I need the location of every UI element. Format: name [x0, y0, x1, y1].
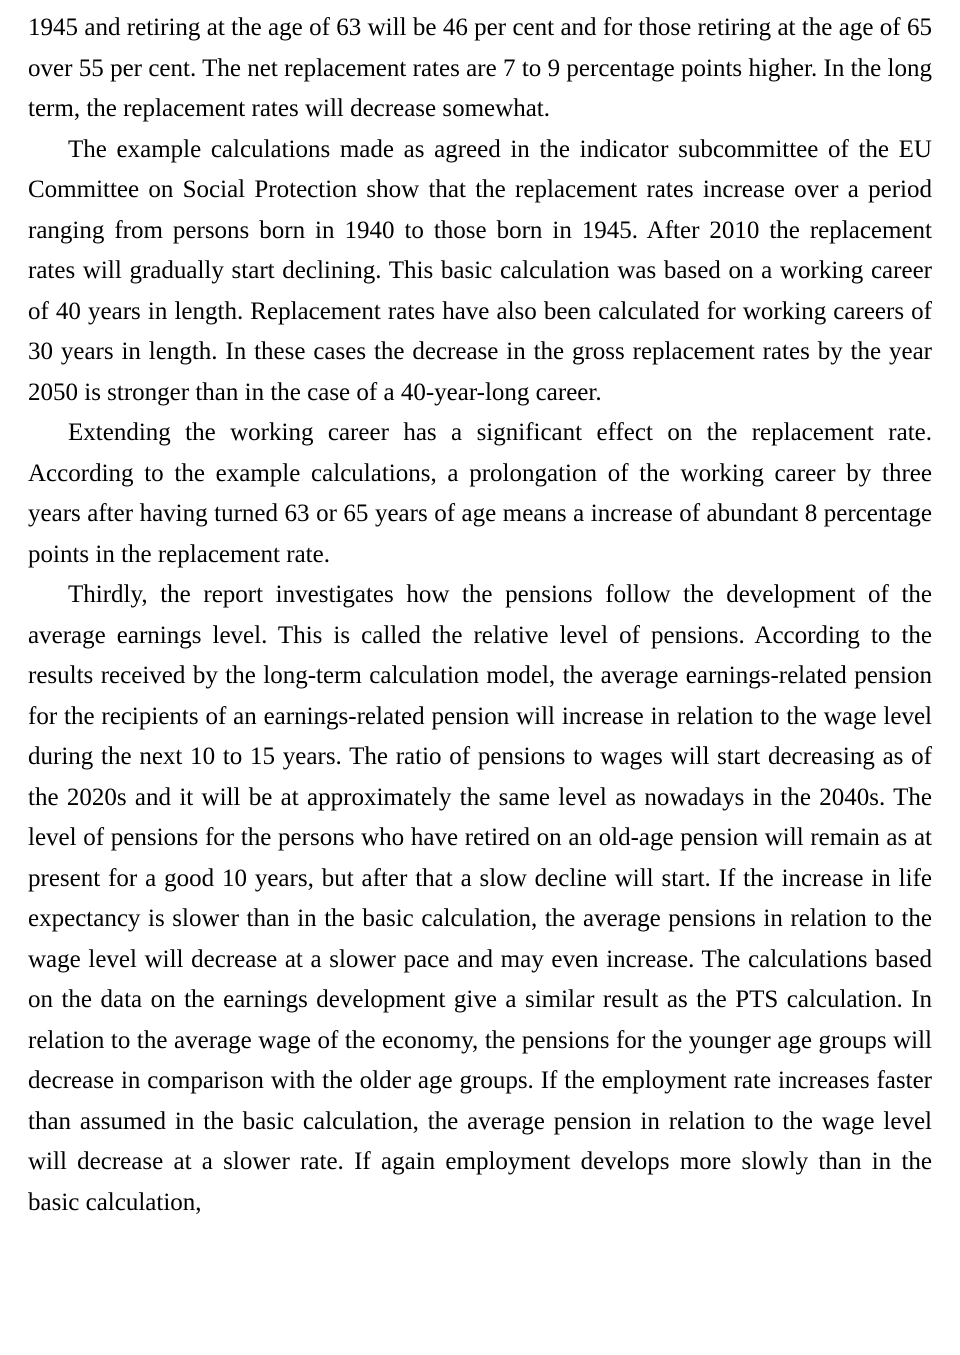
paragraph-1: 1945 and retiring at the age of 63 will … [28, 8, 932, 130]
paragraph-4: Thirdly, the report investigates how the… [28, 575, 932, 1223]
document-page: 1945 and retiring at the age of 63 will … [0, 0, 960, 1355]
paragraph-3: Extending the working career has a signi… [28, 413, 932, 575]
paragraph-2: The example calculations made as agreed … [28, 130, 932, 414]
